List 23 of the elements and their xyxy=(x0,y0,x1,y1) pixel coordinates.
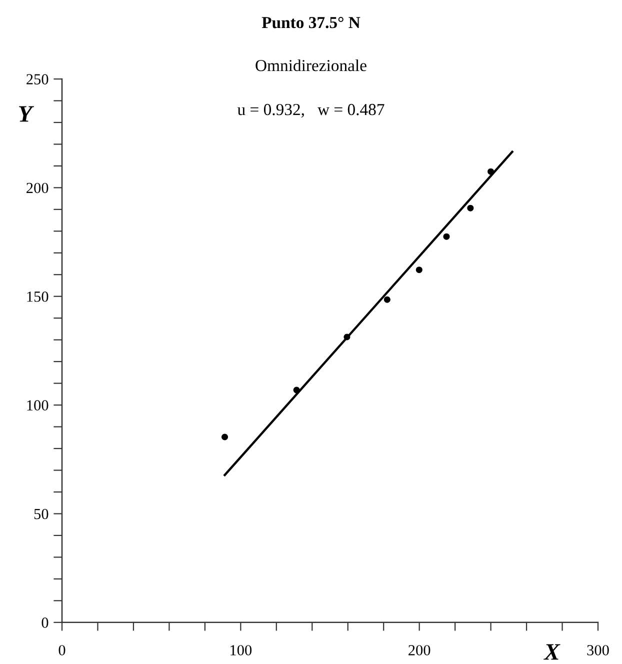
chart-title: Punto 37.5° N xyxy=(262,16,360,28)
annotation: u = 0.932, w = 0.487 xyxy=(237,104,384,118)
y-tick-label: 0 xyxy=(42,618,48,628)
y-tick-label: 50 xyxy=(34,508,48,520)
point xyxy=(293,386,300,394)
x-tick-label: 300 xyxy=(587,645,609,656)
x-tick-label: 0 xyxy=(58,645,66,656)
y-axis-title: Y xyxy=(19,106,34,122)
x-tick-label: 100 xyxy=(230,645,252,656)
point xyxy=(344,334,350,340)
point xyxy=(467,204,474,212)
y-tick-label: 100 xyxy=(27,400,48,410)
point xyxy=(488,168,494,175)
chart-subtitle: Omnidirezionale xyxy=(256,59,366,72)
x-axis-title: X xyxy=(544,644,560,660)
point xyxy=(384,296,390,303)
y-tick-label: 200 xyxy=(26,182,48,194)
point xyxy=(443,233,450,240)
y-tick-label: 250 xyxy=(26,74,48,84)
x-tick-label: 200 xyxy=(408,645,430,656)
point xyxy=(416,266,422,274)
y-tick-label: 150 xyxy=(27,292,48,302)
point xyxy=(222,434,228,440)
